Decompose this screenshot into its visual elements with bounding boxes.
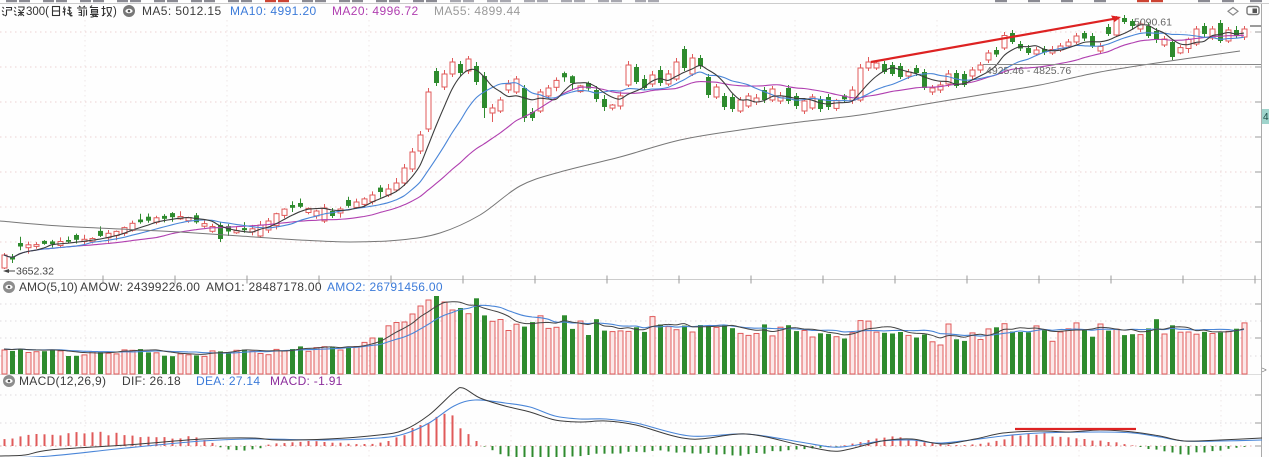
svg-text:4: 4 xyxy=(1263,112,1269,123)
svg-text:DEA: 27.14: DEA: 27.14 xyxy=(196,374,260,388)
svg-text:AMOW: 24399226.00: AMOW: 24399226.00 xyxy=(80,280,200,294)
svg-text:AMO2: 26791456.00: AMO2: 26791456.00 xyxy=(327,280,443,294)
svg-text:300(: 300( xyxy=(26,6,49,18)
svg-text:MA20: 4996.72: MA20: 4996.72 xyxy=(332,4,419,18)
svg-text:DIF: 26.18: DIF: 26.18 xyxy=(122,374,181,388)
svg-text:MA5: 5012.15: MA5: 5012.15 xyxy=(142,4,222,18)
svg-text:3652.32: 3652.32 xyxy=(16,266,54,278)
svg-text:MACD(12,26,9): MACD(12,26,9) xyxy=(19,374,106,388)
svg-text:4925.46 - 4825.76: 4925.46 - 4825.76 xyxy=(986,65,1071,77)
svg-text:): ) xyxy=(113,6,117,18)
svg-text:5090.61: 5090.61 xyxy=(1134,17,1172,29)
svg-text:MACD: -1.91: MACD: -1.91 xyxy=(270,374,343,388)
svg-text:MA10: 4991.20: MA10: 4991.20 xyxy=(230,4,317,18)
svg-text:MA55: 4899.44: MA55: 4899.44 xyxy=(434,4,521,18)
svg-text:AMO1: 28487178.00: AMO1: 28487178.00 xyxy=(206,280,322,294)
svg-text:>: > xyxy=(1262,365,1267,375)
svg-text:AMO(5,10): AMO(5,10) xyxy=(19,280,78,294)
